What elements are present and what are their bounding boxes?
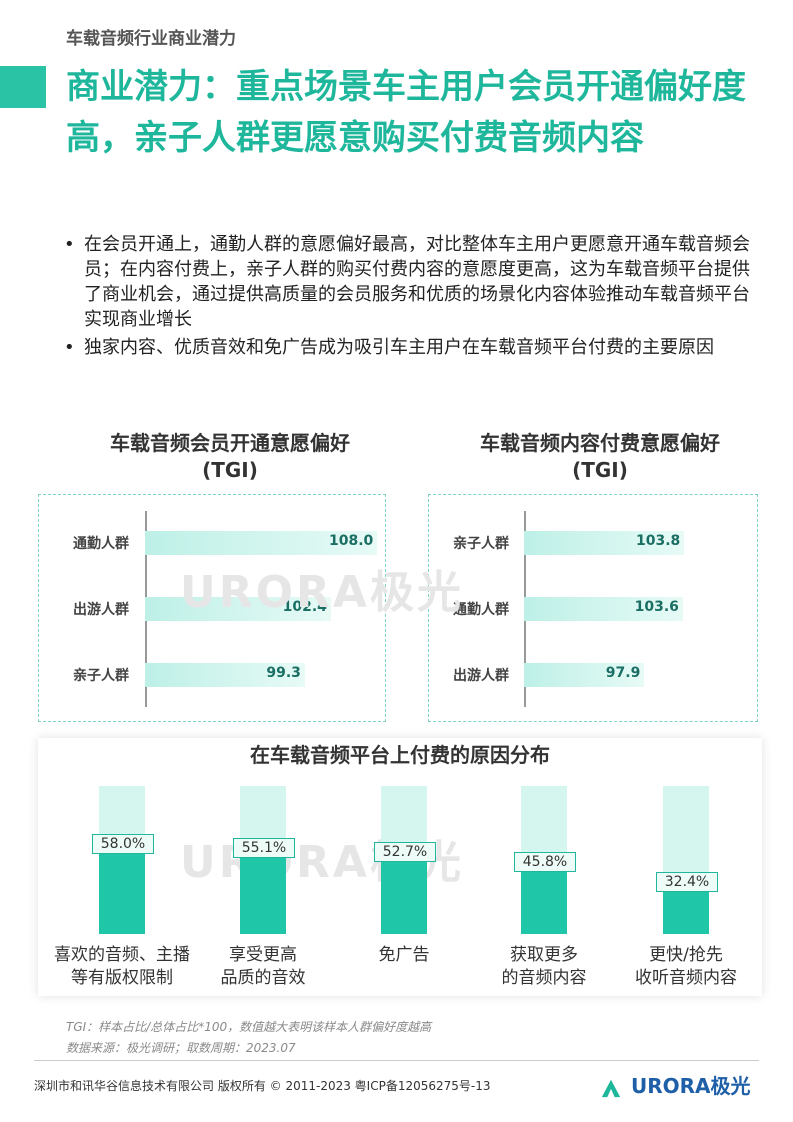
bar-value-label: 97.9	[605, 665, 641, 681]
chart2-title: 车载音频内容付费意愿偏好 (TGI)	[430, 430, 770, 484]
column-category-line: 收听音频内容	[635, 968, 737, 988]
column-category-label: 喜欢的音频、主播 等有版权限制	[52, 944, 192, 990]
footer-copyright: 深圳市和讯华谷信息技术有限公司 版权所有 © 2011-2023 粤ICP备12…	[34, 1079, 491, 1093]
bullet-dot: •	[64, 337, 75, 358]
column-category-line: 的音频内容	[501, 968, 587, 988]
tgi-note: TGI：样本占比/总体占比*100，数值越大表明该样本人群偏好度越高	[66, 1020, 432, 1034]
column-category-label: 享受更高 品质的音效	[193, 944, 333, 990]
bullet-text: 在会员开通上，通勤人群的意愿偏好最高，对比整体车主用户更愿意开通车载音频会员；在…	[84, 234, 750, 330]
column-bar	[663, 886, 709, 934]
source-note: 数据来源：极光调研；取数周期：2023.07	[66, 1041, 296, 1055]
column-category-line: 免广告	[378, 945, 430, 965]
bar-value-label: 103.8	[636, 533, 681, 549]
bar	[145, 531, 377, 555]
chart3-title: 在车载音频平台上付费的原因分布	[250, 743, 550, 767]
bullet-text: 独家内容、优质音效和免广告成为吸引车主用户在车载音频平台付费的主要原因	[84, 337, 714, 358]
column-category-label: 更快/抢先收听音频内容	[616, 944, 756, 990]
bar	[524, 597, 683, 621]
column-category-line: 享受更高	[229, 945, 297, 965]
column-bar	[381, 856, 427, 934]
section-header: 车载音频行业商业潜力	[66, 29, 236, 49]
bar-value-label: 103.6	[634, 599, 679, 615]
column-bar	[99, 848, 145, 934]
bullet-item: • 在会员开通上，通勤人群的意愿偏好最高，对比整体车主用户更愿意开通车载音频会员…	[62, 232, 752, 332]
bar-category-label: 亲子人群	[453, 536, 509, 552]
bar	[524, 531, 684, 555]
column-category-line: 等有版权限制	[71, 968, 173, 988]
bar-value-label: 108.0	[329, 533, 374, 549]
bullet-dot: •	[64, 234, 75, 255]
bar-category-label: 通勤人群	[453, 602, 509, 618]
chart1-title-text: 车载音频会员开通意愿偏好	[110, 431, 350, 455]
page-title: 商业潜力：重点场景车主用户会员开通偏好度高，亲子人群更愿意购买付费音频内容	[66, 67, 746, 158]
bar-category-label: 亲子人群	[73, 668, 129, 684]
chart1-subtitle: (TGI)	[202, 458, 258, 482]
column-category-label: 获取更多 的音频内容	[474, 944, 614, 990]
column-value-label: 45.8%	[514, 852, 576, 873]
column-category-label: 免广告	[334, 944, 474, 967]
bullet-item: • 独家内容、优质音效和免广告成为吸引车主用户在车载音频平台付费的主要原因	[62, 335, 752, 360]
column-bar	[240, 852, 286, 934]
footer-divider	[34, 1060, 759, 1061]
column-category-line: 喜欢的音频、主播	[54, 945, 190, 965]
bar-value-label: 102.4	[282, 599, 327, 615]
bar	[524, 663, 645, 687]
bar-value-label: 99.3	[266, 665, 301, 681]
title-accent-bar	[0, 66, 46, 108]
chart1-title: 车载音频会员开通意愿偏好 (TGI)	[60, 430, 400, 484]
chart1-panel: 通勤人群 108.0 出游人群 102.4 亲子人群 99.3	[38, 494, 386, 722]
brand-logo-text: URORA极光	[630, 1074, 751, 1098]
chart2-title-text: 车载音频内容付费意愿偏好	[480, 431, 720, 455]
bullet-list: • 在会员开通上，通勤人群的意愿偏好最高，对比整体车主用户更愿意开通车载音频会员…	[62, 232, 752, 363]
column-category-line: 获取更多	[510, 945, 578, 965]
bar-category-label: 出游人群	[453, 668, 509, 684]
chart2-panel: 亲子人群 103.8 通勤人群 103.6 出游人群 97.9	[428, 494, 758, 722]
column-category-line: 品质的音效	[220, 968, 306, 988]
watermark-1: URORA极光	[180, 567, 464, 618]
bar-category-label: 出游人群	[73, 602, 129, 618]
column-bar	[521, 866, 567, 934]
column-value-label: 52.7%	[374, 842, 436, 862]
aurora-logo-icon	[601, 1079, 621, 1097]
bar-category-label: 通勤人群	[73, 536, 129, 552]
chart3-plot: 58.0% 喜欢的音频、主播 等有版权限制 55.1% 享受更高品质的音效 52.7% 免广…	[38, 738, 762, 996]
column-value-label: 32.4%	[656, 872, 718, 893]
brand-logo: URORA极光	[600, 1070, 751, 1099]
column-value-label: 55.1%	[233, 838, 295, 859]
chart2-subtitle: (TGI)	[572, 458, 628, 482]
column-category-line: 更快/抢先	[649, 945, 723, 965]
bar	[145, 663, 305, 687]
bar	[145, 597, 331, 621]
column-value-label: 58.0%	[92, 834, 154, 855]
